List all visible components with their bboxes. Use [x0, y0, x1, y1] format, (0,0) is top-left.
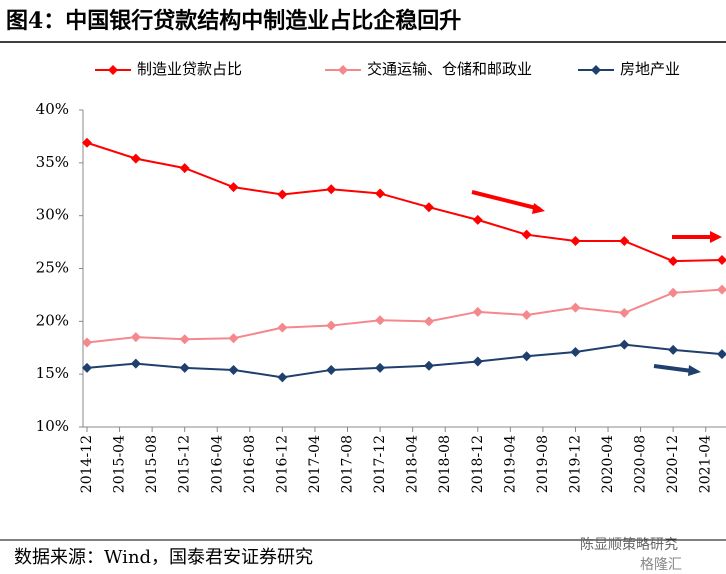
- data-point: [375, 362, 386, 373]
- data-point: [277, 372, 288, 383]
- x-tick-label: 2018-12: [470, 435, 486, 493]
- data-point: [521, 229, 532, 240]
- annotation-arrow: [653, 364, 693, 373]
- data-point: [375, 188, 386, 199]
- annotation-arrow-head: [532, 203, 545, 214]
- data-point: [570, 346, 581, 357]
- legend-marker: [591, 65, 601, 75]
- data-point: [179, 362, 190, 373]
- legend-marker: [108, 65, 118, 75]
- x-tick-label: 2020-04: [600, 435, 616, 493]
- data-point: [570, 302, 581, 313]
- legend-label: 制造业贷款占比: [137, 60, 242, 78]
- data-point: [326, 184, 337, 195]
- x-tick-label: 2015-12: [177, 435, 193, 493]
- logo: 格隆汇: [640, 557, 682, 573]
- y-tick-label: 35%: [36, 153, 69, 171]
- chart-title: 图4：中国银行贷款结构中制造业占比企稳回升: [6, 8, 461, 34]
- data-point: [130, 358, 141, 369]
- legend-marker: [338, 65, 348, 75]
- x-tick-label: 2018-08: [437, 435, 453, 493]
- data-point: [717, 255, 726, 266]
- data-point: [668, 287, 679, 298]
- data-point: [82, 362, 92, 373]
- data-point: [228, 364, 239, 375]
- data-point: [423, 360, 434, 371]
- data-point: [228, 333, 239, 344]
- series-line: [86, 288, 723, 344]
- x-tick-label: 2015-08: [144, 435, 160, 493]
- data-point: [277, 189, 288, 200]
- data-point: [423, 316, 434, 327]
- x-tick-label: 2016-12: [274, 435, 290, 493]
- x-tick-label: 2019-12: [567, 435, 583, 493]
- x-tick-label: 2017-12: [372, 435, 388, 493]
- data-point: [521, 309, 532, 320]
- annotation-arrow-head: [710, 231, 722, 243]
- watermark: 陈显顺策略研究: [580, 536, 678, 553]
- series-line: [86, 141, 723, 263]
- annotation-arrow: [471, 190, 541, 211]
- x-tick-label: 2021-04: [698, 435, 714, 493]
- x-tick-label: 2020-12: [665, 435, 681, 493]
- data-point: [472, 306, 483, 317]
- data-point: [179, 334, 190, 345]
- data-point: [619, 339, 630, 350]
- data-point: [619, 307, 630, 318]
- y-tick-label: 25%: [36, 259, 69, 277]
- data-point: [570, 236, 581, 247]
- x-tick-label: 2015-04: [112, 435, 128, 493]
- x-tick-label: 2016-04: [209, 435, 225, 493]
- data-point: [326, 320, 337, 331]
- data-point: [82, 137, 92, 148]
- data-point: [277, 322, 288, 333]
- data-point: [668, 256, 679, 267]
- data-point: [717, 284, 726, 295]
- data-point: [130, 332, 141, 343]
- data-point: [326, 364, 337, 375]
- y-tick-label: 10%: [36, 417, 69, 435]
- x-tick-label: 2016-08: [242, 435, 258, 493]
- data-point: [472, 214, 483, 225]
- series-line: [86, 343, 723, 379]
- x-tick-label: 2014-12: [79, 435, 95, 493]
- x-tick-label: 2019-04: [502, 435, 518, 493]
- y-tick-label: 20%: [36, 311, 69, 329]
- data-point: [423, 202, 434, 213]
- y-tick-label: 40%: [36, 100, 69, 118]
- x-tick-label: 2019-08: [535, 435, 551, 493]
- data-point: [619, 236, 630, 247]
- x-tick-label: 2017-04: [307, 435, 323, 493]
- x-tick-label: 2018-04: [405, 435, 421, 493]
- data-point: [375, 315, 386, 326]
- y-tick-label: 15%: [36, 364, 69, 382]
- annotation-arrow-head: [688, 365, 701, 376]
- data-point: [717, 349, 726, 360]
- data-point: [472, 356, 483, 367]
- y-tick-label: 30%: [36, 206, 69, 224]
- data-point: [521, 351, 532, 362]
- data-point: [228, 182, 239, 193]
- x-tick-label: 2017-08: [340, 435, 356, 493]
- x-tick-label: 2020-08: [633, 435, 649, 493]
- legend-label: 交通运输、仓储和邮政业: [367, 60, 532, 78]
- data-point: [82, 337, 92, 348]
- source: 数据来源：Wind，国泰君安证券研究: [14, 547, 313, 568]
- data-point: [179, 163, 190, 174]
- data-point: [668, 344, 679, 355]
- legend-label: 房地产业: [620, 60, 680, 78]
- data-point: [130, 153, 141, 164]
